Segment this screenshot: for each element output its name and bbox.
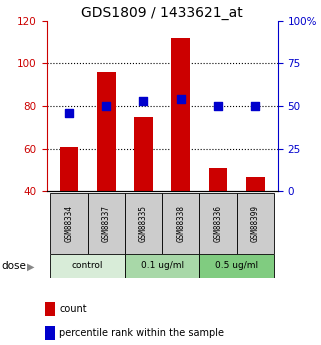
Point [215, 104, 221, 109]
Text: dose: dose [2, 262, 26, 271]
Bar [199, 254, 274, 278]
Point [104, 104, 109, 109]
Point [66, 110, 72, 116]
Bar [50, 193, 88, 254]
Bar [50, 254, 125, 278]
Text: GSM88336: GSM88336 [213, 205, 222, 242]
Bar [209, 168, 227, 191]
Text: control: control [72, 261, 103, 270]
Point [141, 98, 146, 104]
Bar [171, 38, 190, 191]
Text: GSM88335: GSM88335 [139, 205, 148, 242]
Bar [125, 193, 162, 254]
Bar [60, 147, 78, 191]
Bar [199, 193, 237, 254]
Text: GSM88338: GSM88338 [176, 205, 185, 242]
Text: percentile rank within the sample: percentile rank within the sample [59, 328, 224, 338]
Text: GSM88399: GSM88399 [251, 205, 260, 242]
Text: GSM88334: GSM88334 [65, 205, 74, 242]
Bar [162, 193, 199, 254]
Text: 0.1 ug/ml: 0.1 ug/ml [141, 261, 184, 270]
Bar [88, 193, 125, 254]
Bar [125, 254, 199, 278]
Title: GDS1809 / 1433621_at: GDS1809 / 1433621_at [81, 6, 243, 20]
Bar [246, 177, 265, 191]
Bar [134, 117, 153, 191]
Text: GSM88337: GSM88337 [102, 205, 111, 242]
Text: count: count [59, 304, 87, 314]
Text: ▶: ▶ [27, 262, 34, 271]
Point [178, 97, 183, 102]
Point [253, 104, 258, 109]
Text: 0.5 ug/ml: 0.5 ug/ml [215, 261, 258, 270]
Bar [237, 193, 274, 254]
Bar [97, 72, 116, 191]
